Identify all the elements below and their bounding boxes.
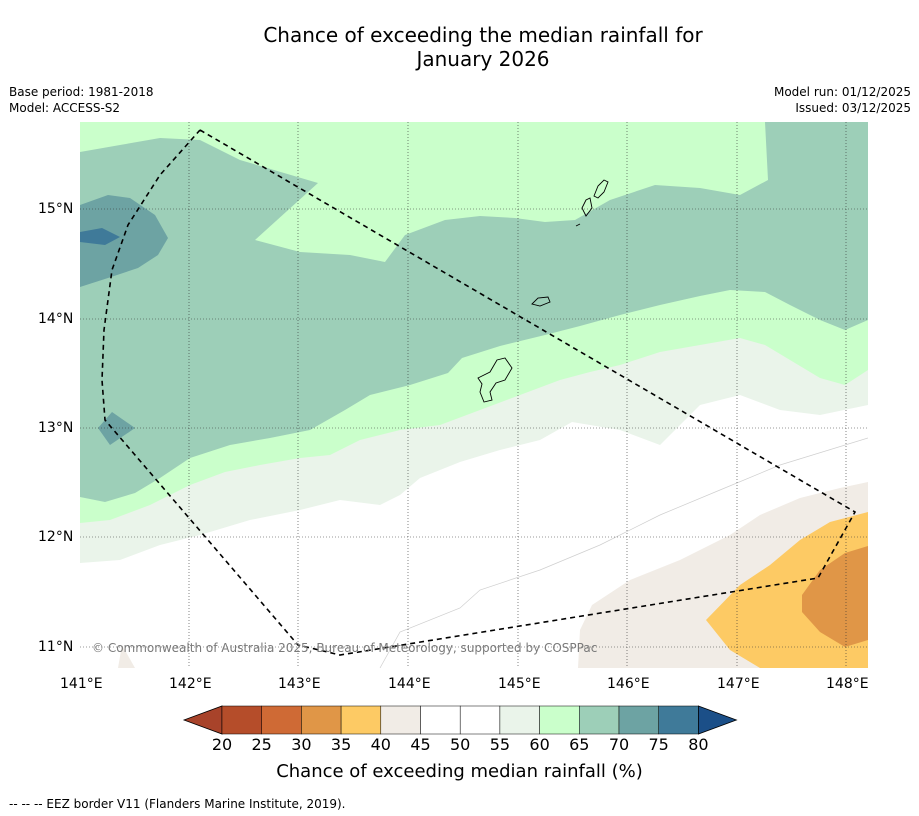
base-period-label: Base period: 1981-2018 bbox=[9, 85, 154, 99]
colorbar-tick-label: 70 bbox=[608, 735, 630, 754]
colorbar-title: Chance of exceeding median rainfall (%) bbox=[276, 761, 643, 782]
colorbar-segment bbox=[380, 705, 421, 735]
contour-line-50 bbox=[379, 437, 868, 668]
colorbar-tick-label: 65 bbox=[569, 735, 590, 754]
colorbar-tick-label: 40 bbox=[370, 735, 391, 754]
lon-tick-141: 141°E bbox=[60, 676, 103, 692]
colorbar-segment bbox=[340, 705, 382, 735]
model-run-label: Model run: 01/12/2025 bbox=[773, 85, 911, 99]
lon-tick-143: 143°E bbox=[278, 676, 321, 692]
colorbar-segment bbox=[459, 705, 501, 735]
colorbar bbox=[182, 705, 738, 735]
lon-tick-148: 148°E bbox=[826, 676, 869, 692]
contour-70-75-south bbox=[98, 412, 135, 445]
lon-tick-142: 142°E bbox=[169, 676, 212, 692]
lon-tick-144: 144°E bbox=[388, 676, 431, 692]
eez-footnote: -- -- -- EEZ border V11 (Flanders Marine… bbox=[9, 797, 346, 811]
contour-30-35 bbox=[802, 546, 868, 647]
contour-40-45-sw bbox=[118, 645, 135, 668]
island-aguijan bbox=[575, 223, 581, 227]
contour-70-75-north bbox=[80, 195, 168, 287]
contour-65-70 bbox=[80, 122, 868, 502]
lat-tick-15: 15°N bbox=[38, 201, 74, 217]
colorbar-segment bbox=[261, 705, 302, 735]
colorbar-segment bbox=[499, 705, 540, 735]
colorbar-tick-label: 25 bbox=[251, 735, 272, 754]
colorbar-segment bbox=[658, 705, 699, 735]
colorbar-segment bbox=[301, 705, 342, 735]
map-fill-layer bbox=[80, 122, 868, 668]
lat-tick-12: 12°N bbox=[38, 529, 74, 545]
lon-tick-145: 145°E bbox=[498, 676, 541, 692]
copyright-text: © Commonwealth of Australia 2025, Bureau… bbox=[92, 641, 598, 655]
colorbar-tick-label: 55 bbox=[489, 735, 511, 754]
gridlines bbox=[80, 122, 868, 668]
colorbar-arrow-low bbox=[182, 705, 223, 735]
issued-label: Issued: 03/12/2025 bbox=[795, 101, 911, 115]
lat-tick-11: 11°N bbox=[38, 639, 74, 655]
colorbar-tick-label: 60 bbox=[529, 735, 550, 754]
colorbar-segment bbox=[539, 705, 580, 735]
colorbar-tick-label: 75 bbox=[648, 735, 669, 754]
model-label: Model: ACCESS-S2 bbox=[9, 101, 121, 115]
chart-title-line1: Chance of exceeding the median rainfall … bbox=[263, 23, 703, 47]
eez-border bbox=[101, 129, 857, 656]
colorbar-segment bbox=[618, 705, 659, 735]
contour-75-80 bbox=[80, 228, 120, 245]
chart-title-line2: January 2026 bbox=[416, 47, 550, 71]
colorbar-tick-label: 30 bbox=[291, 735, 312, 754]
lat-tick-14: 14°N bbox=[38, 311, 74, 327]
colorbar-arrow-high bbox=[698, 705, 738, 735]
colorbar-tick-label: 80 bbox=[688, 735, 709, 754]
colorbar-tick-label: 20 bbox=[211, 735, 233, 754]
island-rota bbox=[531, 296, 551, 307]
colorbar-tick-label: 35 bbox=[330, 735, 352, 754]
colorbar-segment bbox=[221, 705, 262, 735]
colorbar-tick-label: 45 bbox=[410, 735, 431, 754]
colorbar-segment bbox=[579, 705, 620, 735]
lon-tick-147: 147°E bbox=[717, 676, 760, 692]
lat-tick-13: 13°N bbox=[38, 420, 74, 436]
colorbar-tick-label: 50 bbox=[450, 735, 471, 754]
lon-tick-146: 146°E bbox=[607, 676, 650, 692]
colorbar-segment bbox=[420, 705, 461, 735]
island-tinian bbox=[581, 197, 593, 217]
island-saipan bbox=[593, 179, 609, 199]
island-guam bbox=[477, 357, 513, 403]
